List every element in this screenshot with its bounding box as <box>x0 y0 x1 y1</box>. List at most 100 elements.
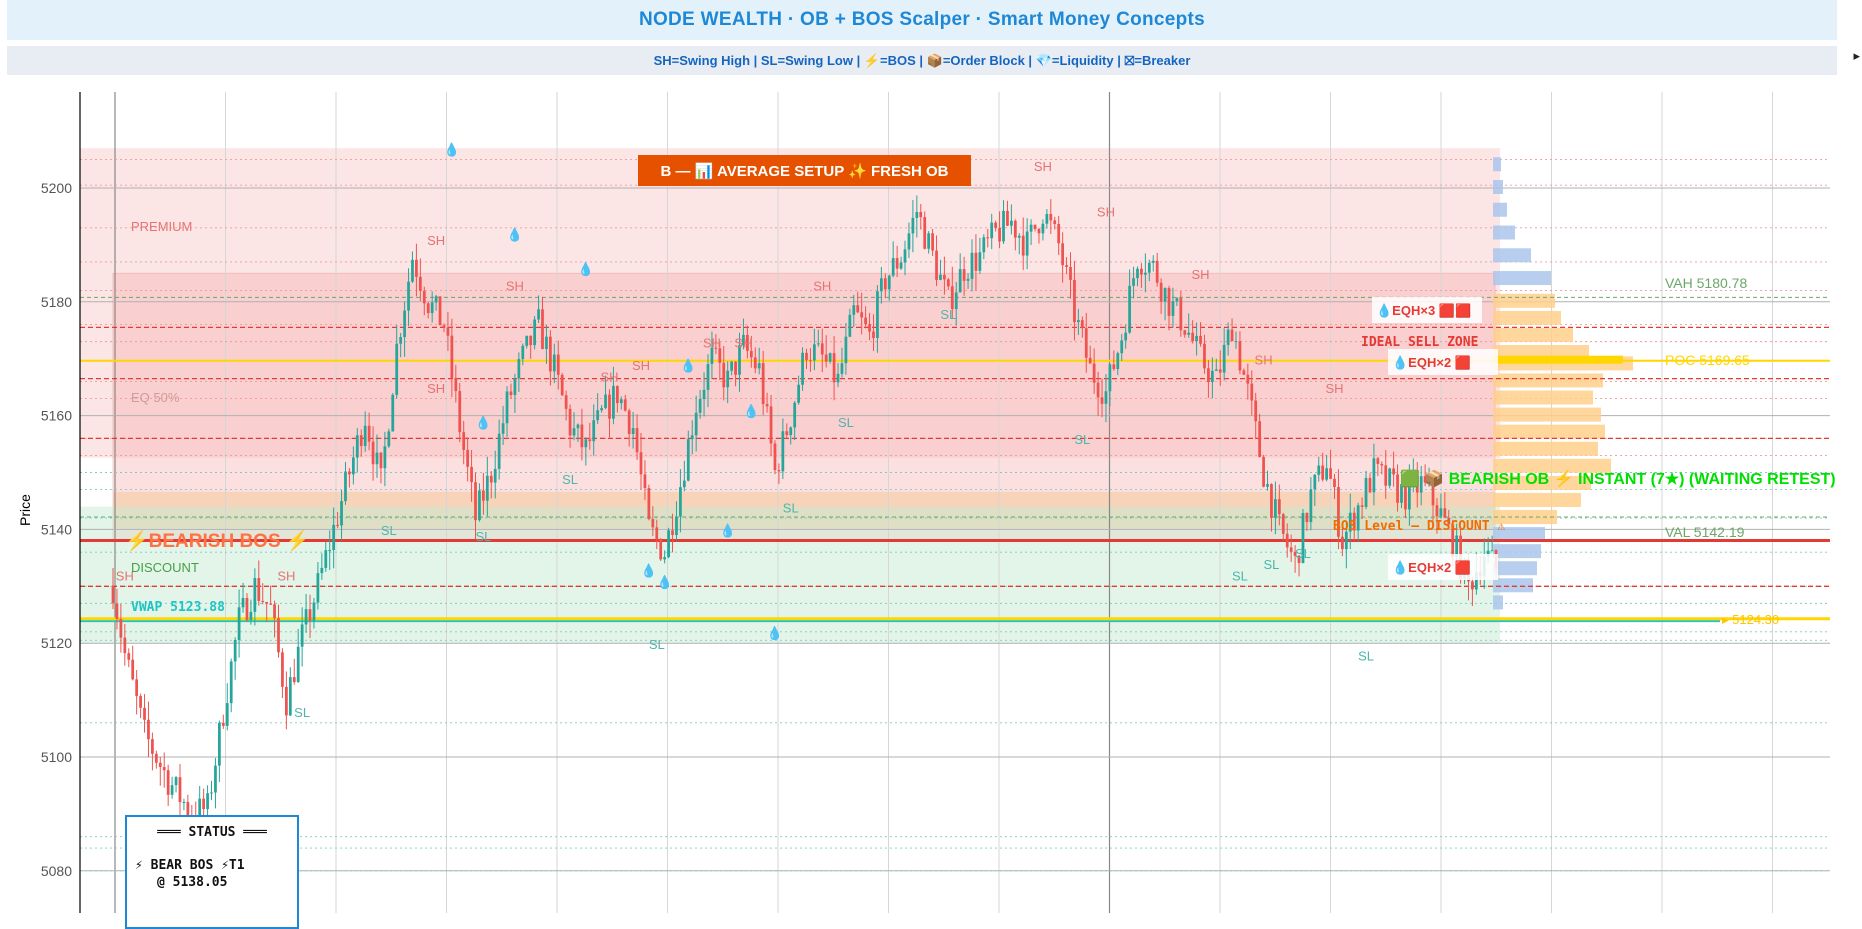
vp-bin <box>1493 157 1501 172</box>
candle-body <box>158 762 162 768</box>
candle-body <box>308 609 312 621</box>
setup-banner: B — 📊 AVERAGE SETUP ✨ FRESH OB <box>638 155 971 186</box>
candle-body <box>1281 514 1285 534</box>
candle-body <box>836 373 840 383</box>
bearish-bos-label: ⚡BEARISH BOS ⚡ <box>125 529 310 552</box>
candle-body <box>840 363 844 374</box>
candle-body <box>671 530 674 536</box>
candle-body <box>1360 505 1364 507</box>
candle-body <box>466 449 470 467</box>
candle-body <box>793 402 797 428</box>
candle-body <box>1092 363 1096 383</box>
eqh-tag-bg <box>1388 554 1498 580</box>
premium-zone <box>80 148 1500 458</box>
candle-body <box>1277 499 1281 515</box>
swing-high-label: SH <box>1034 159 1052 174</box>
candle-body <box>1238 341 1242 371</box>
swing-high-label: SH <box>703 335 721 350</box>
candle-body <box>879 278 883 292</box>
candle-body <box>773 443 777 471</box>
candle-body <box>584 439 588 448</box>
candle-body <box>816 343 820 345</box>
candle-body <box>143 707 146 720</box>
candle-body <box>974 252 978 271</box>
candle-body <box>434 296 438 303</box>
candle-body <box>856 305 860 313</box>
candle-body <box>939 274 942 280</box>
liquidity-icon: 💧 <box>720 523 736 538</box>
y-tick-label: 5140 <box>41 521 72 537</box>
vp-bin <box>1493 441 1598 456</box>
candle-body <box>694 412 698 436</box>
vp-bin <box>1493 390 1593 405</box>
candle-body <box>218 722 221 766</box>
eqh-tag: 💧EQH×2 🟥 <box>1392 560 1471 575</box>
candle-body <box>809 360 812 362</box>
swing-low-label: SL <box>838 415 854 430</box>
candle-body <box>911 217 915 234</box>
candle-body <box>1407 477 1411 510</box>
candle-body <box>919 212 923 218</box>
candle-body <box>998 228 1001 242</box>
vp-bin <box>1493 248 1531 263</box>
candle-body <box>1396 474 1399 503</box>
swing-high-label: SH <box>427 233 445 248</box>
candle-body <box>761 363 765 405</box>
candle-body <box>383 446 387 469</box>
candle-body <box>962 269 966 281</box>
candle-body <box>395 343 399 395</box>
candle-body <box>864 317 867 325</box>
eq-label: EQ 50% <box>131 390 180 405</box>
candle-body <box>312 602 316 621</box>
candle-body <box>174 777 178 786</box>
candle-body <box>1147 262 1151 273</box>
candle-body <box>1266 484 1269 487</box>
vp-bin <box>1493 475 1591 490</box>
candle-body <box>978 252 982 271</box>
candle-body <box>1175 298 1179 302</box>
candle-body <box>698 399 702 413</box>
candle-body <box>221 722 225 726</box>
candle-body <box>631 428 635 434</box>
candle-body <box>1262 456 1265 487</box>
candle-body <box>438 296 442 326</box>
candle-body <box>1226 329 1230 345</box>
candle-body <box>1061 243 1065 266</box>
candle-body <box>1167 287 1171 316</box>
swing-high-label: SH <box>1097 204 1115 219</box>
candle-body <box>1151 260 1155 263</box>
candle-body <box>1317 465 1321 475</box>
candle-body <box>1325 468 1329 480</box>
candle-body <box>497 433 501 469</box>
candle-body <box>872 331 875 339</box>
candle-body <box>895 258 899 269</box>
candle-body <box>927 233 931 249</box>
candle-body <box>1088 357 1092 364</box>
swing-high-label: SH <box>427 381 445 396</box>
liquidity-icon: 💧 <box>444 142 460 157</box>
premium-label: PREMIUM <box>131 219 192 234</box>
candle-body <box>1443 508 1447 518</box>
candle-body <box>1285 533 1289 548</box>
candle-body <box>1222 344 1226 373</box>
legend-bar: SH=Swing High | SL=Swing Low | ⚡=BOS | 📦… <box>7 46 1837 75</box>
vp-bin <box>1493 407 1601 422</box>
collapse-arrow-icon[interactable]: ▸ <box>1853 48 1860 63</box>
candle-body <box>946 279 950 287</box>
candle-body <box>359 435 363 447</box>
candle-body <box>1301 512 1305 564</box>
candle-body <box>1337 486 1340 537</box>
swing-low-label: SL <box>1232 569 1248 584</box>
candle-body <box>824 354 828 362</box>
candle-body <box>119 618 123 638</box>
candle-body <box>1309 489 1313 523</box>
y-axis-label: Price <box>17 494 33 526</box>
candle-body <box>430 302 434 314</box>
candle-body <box>1084 328 1088 358</box>
candle-body <box>324 550 328 568</box>
candle-body <box>1364 477 1368 507</box>
candle-body <box>415 259 418 277</box>
candle-body <box>462 432 466 450</box>
candle-body <box>746 334 749 351</box>
